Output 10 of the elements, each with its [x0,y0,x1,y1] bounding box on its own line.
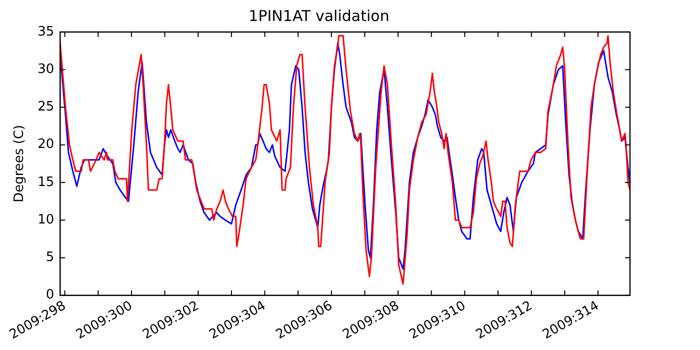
y-tick-label: 25 [38,100,54,115]
y-tick-label: 10 [38,212,54,228]
y-tick-label: 35 [38,24,54,40]
y-tick-label: 15 [38,174,54,190]
y-tick-label: 0 [46,288,54,303]
y-axis-title: Degrees (C) [12,124,28,202]
y-tick-label: 30 [38,62,54,77]
y-tick-label: 20 [38,137,54,152]
y-tick-label: 5 [46,250,54,266]
chart-title: 1PIN1AT validation [248,6,390,25]
